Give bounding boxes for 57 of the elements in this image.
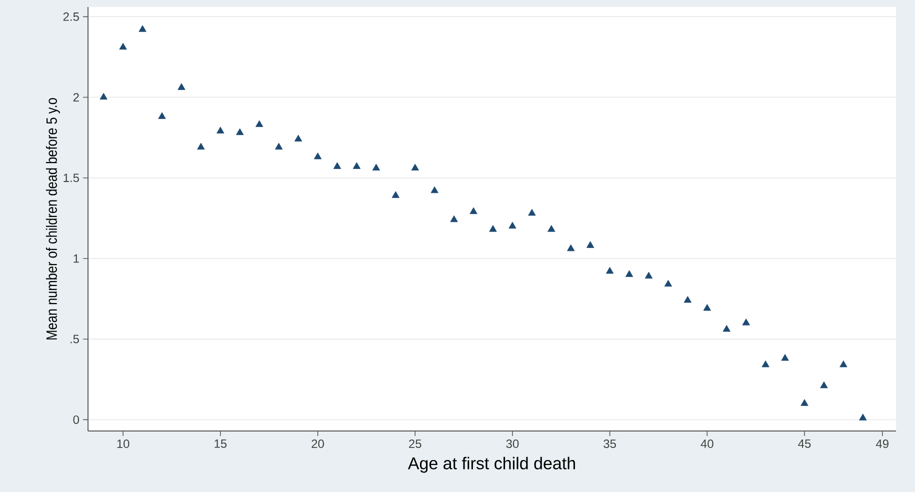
point (625, 270, 634, 277)
point (684, 296, 692, 303)
x-tick-label: 40 (700, 440, 714, 448)
point (762, 360, 770, 368)
point (392, 191, 400, 198)
point (411, 164, 419, 171)
point (586, 241, 594, 248)
point (840, 360, 848, 368)
point (158, 112, 166, 119)
point (508, 222, 516, 229)
point (470, 207, 478, 214)
point (781, 354, 789, 361)
point (119, 42, 127, 50)
y-tick-label: 1.5 (64, 174, 79, 182)
x-axis-title: Age at first child death (408, 456, 575, 473)
point (216, 126, 224, 134)
point (333, 162, 342, 169)
x-tick-label: 49 (876, 440, 888, 448)
point (489, 225, 497, 232)
x-tick-label: 35 (604, 440, 616, 448)
y-tick-label: 0 (73, 415, 80, 424)
y-tick-label: .5 (70, 334, 79, 344)
x-tick-label: 20 (312, 440, 324, 448)
point (703, 304, 711, 311)
y-axis-title: Mean number of children dead before 5 y.o (46, 98, 60, 340)
point (606, 266, 614, 274)
y-tick-label: 1 (74, 254, 79, 263)
point (742, 318, 750, 326)
point (274, 142, 283, 150)
point (664, 280, 672, 287)
point (528, 208, 536, 216)
point (178, 83, 186, 90)
y-tick-label: 2.5 (63, 12, 79, 21)
point (644, 272, 653, 279)
point (197, 142, 205, 150)
point (722, 325, 730, 332)
x-tick-label: 45 (798, 440, 811, 448)
point (800, 399, 808, 406)
point (450, 215, 458, 222)
point (256, 120, 264, 127)
point (236, 128, 244, 136)
point (314, 152, 322, 160)
point (100, 92, 108, 100)
point (548, 225, 556, 232)
y-tick-label: 2 (73, 93, 79, 102)
point (372, 164, 380, 171)
x-tick-label: 30 (506, 440, 519, 448)
point (430, 186, 438, 194)
point (138, 25, 146, 32)
point (352, 162, 361, 169)
x-tick-label: 15 (214, 440, 227, 448)
x-tick-label: 25 (409, 440, 422, 448)
point (567, 244, 575, 252)
point (294, 134, 302, 142)
point (820, 381, 828, 388)
x-tick-label: 10 (117, 440, 130, 448)
point (859, 414, 867, 420)
